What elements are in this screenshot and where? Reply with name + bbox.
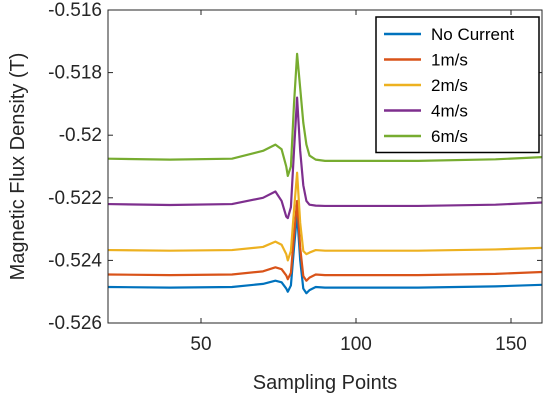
legend: No Current 1m/s 2m/s 4m/s 6m/s xyxy=(375,16,540,154)
x-tick-label: 50 xyxy=(190,334,211,355)
x-tick-label: 150 xyxy=(495,334,527,355)
series-line-4 xyxy=(107,52,543,177)
x-axis-label: Sampling Points xyxy=(253,372,398,394)
legend-label: 6m/s xyxy=(431,127,468,146)
legend-label: No Current xyxy=(431,25,514,44)
y-tick-label: -0.52 xyxy=(59,125,102,146)
series-line-0 xyxy=(107,212,543,295)
series-line-2 xyxy=(107,171,543,262)
y-tick-label: -0.516 xyxy=(48,0,102,21)
y-axis-label: Magnetic Flux Density (T) xyxy=(7,53,29,281)
y-tick-label: -0.524 xyxy=(48,250,102,271)
axes-box xyxy=(107,9,543,324)
y-tick-label: -0.522 xyxy=(48,188,102,209)
legend-label: 2m/s xyxy=(431,76,468,95)
series-line-3 xyxy=(107,96,543,220)
tick-labels-layer: 50 100 150 -0.526 -0.524 -0.522 -0.52 -0.518 -0.… xyxy=(48,0,527,355)
x-tick-label: 100 xyxy=(340,334,372,355)
y-tick-label: -0.518 xyxy=(48,63,102,84)
legend-label: 4m/s xyxy=(431,102,468,121)
legend-label: 1m/s xyxy=(431,51,468,70)
series-layer xyxy=(107,52,543,295)
series-line-1 xyxy=(107,199,543,282)
y-tick-label: -0.526 xyxy=(48,313,102,334)
